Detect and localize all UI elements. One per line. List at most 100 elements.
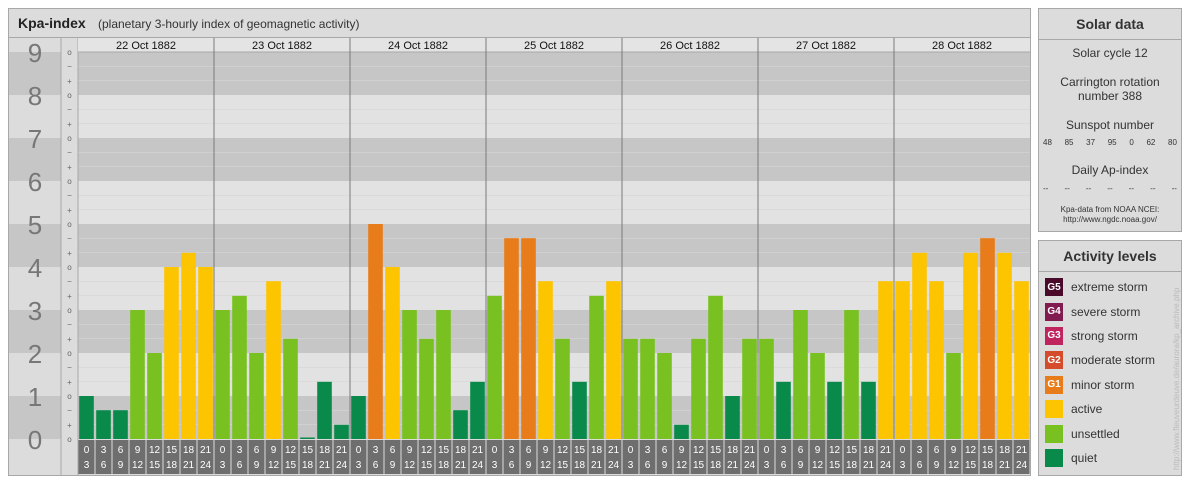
kp-bar: [793, 310, 808, 439]
kp-bar: [79, 396, 94, 439]
kp-bar: [810, 353, 825, 439]
interval-cell: [367, 440, 384, 474]
interval-start-label: 0: [900, 445, 906, 456]
kp-bar: [742, 338, 757, 439]
sub-tick-label: +: [67, 77, 72, 86]
level-label: unsettled: [1071, 426, 1120, 441]
interval-cell: [792, 440, 809, 474]
interval-cell: [231, 440, 248, 474]
kp-band: [78, 95, 1030, 138]
interval-start-label: 9: [543, 445, 549, 456]
day-label: 26 Oct 1882: [660, 40, 720, 52]
interval-cell: [996, 440, 1013, 474]
y-axis-band: [9, 181, 61, 224]
interval-cell: [197, 440, 214, 474]
level-item: unsettled: [1045, 421, 1179, 445]
level-label: active: [1071, 402, 1103, 417]
interval-cell: [571, 440, 588, 474]
interval-cell: [639, 440, 656, 474]
y-tick-label: 2: [28, 339, 42, 369]
interval-start-label: 12: [829, 445, 841, 456]
interval-start-label: 21: [744, 445, 756, 456]
level-item: G5 extreme storm: [1045, 275, 1179, 299]
interval-cell: [299, 440, 316, 474]
interval-start-label: 0: [356, 445, 362, 456]
interval-end-label: 12: [404, 460, 416, 471]
interval-end-label: 15: [285, 460, 297, 471]
interval-cell: [741, 440, 758, 474]
kp-bar: [606, 281, 621, 439]
interval-start-label: 6: [254, 445, 260, 456]
level-swatch: [1045, 400, 1063, 419]
interval-cell: [605, 440, 622, 474]
kp-bar: [113, 410, 128, 439]
interval-start-label: 6: [118, 445, 124, 456]
interval-cell: [894, 440, 911, 474]
interval-start-label: 18: [999, 445, 1011, 456]
sunspot-value: 0: [1129, 138, 1134, 147]
kp-bar: [470, 381, 485, 439]
sub-tick-label: o: [67, 134, 72, 143]
interval-cell: [129, 440, 146, 474]
ap-value: --: [1171, 184, 1177, 193]
interval-start-label: 15: [982, 445, 994, 456]
kp-bar: [946, 353, 961, 439]
level-label: quiet: [1071, 450, 1098, 465]
y-axis-band: [9, 353, 61, 396]
kp-bar: [1014, 281, 1029, 439]
interval-end-label: 24: [608, 460, 620, 471]
interval-start-label: 15: [438, 445, 450, 456]
interval-start-label: 9: [951, 445, 957, 456]
interval-start-label: 9: [815, 445, 821, 456]
kp-bar: [674, 424, 689, 439]
kpa-panel: Kpa-index (planetary 3-hourly index of g…: [8, 8, 1031, 476]
interval-cell: [775, 440, 792, 474]
sub-tick-label: o: [67, 435, 72, 444]
level-item: G1 minor storm: [1045, 373, 1179, 397]
interval-end-label: 12: [132, 460, 144, 471]
interval-start-label: 9: [135, 445, 141, 456]
interval-end-label: 21: [863, 460, 875, 471]
credit-url: http://www.ngdc.noaa.gov/: [1063, 215, 1157, 224]
interval-cell: [78, 440, 95, 474]
kp-bar: [96, 410, 111, 439]
level-label: moderate storm: [1071, 353, 1156, 368]
kp-bar: [147, 353, 162, 439]
interval-end-label: 6: [781, 460, 787, 471]
level-swatch: G3: [1045, 326, 1063, 345]
day-label: 24 Oct 1882: [388, 40, 448, 52]
sub-tick-label: −: [67, 406, 72, 415]
y-tick-label: 0: [28, 425, 42, 455]
interval-end-label: 18: [302, 460, 314, 471]
sub-tick-label: o: [67, 263, 72, 272]
y-axis-band: [9, 52, 61, 95]
kp-bar: [759, 338, 774, 439]
kp-bar: [657, 353, 672, 439]
interval-end-label: 9: [390, 460, 396, 471]
credit-source: Kpa-data from NOAA NCEI:: [1060, 205, 1160, 214]
interval-start-label: 9: [679, 445, 685, 456]
y-tick-label: 4: [28, 253, 42, 283]
interval-end-label: 18: [574, 460, 586, 471]
sunspot-value: 80: [1168, 138, 1177, 147]
level-item: active: [1045, 397, 1179, 421]
interval-start-label: 0: [220, 445, 226, 456]
interval-start-label: 9: [271, 445, 277, 456]
interval-start-label: 21: [200, 445, 212, 456]
interval-start-label: 12: [421, 445, 433, 456]
solar-data-panel: Solar data Solar cycle 12 Carrington rot…: [1038, 8, 1182, 232]
interval-start-label: 6: [934, 445, 940, 456]
level-label: extreme storm: [1071, 280, 1148, 295]
kp-band: [78, 52, 1030, 95]
day-label: 23 Oct 1882: [252, 40, 312, 52]
interval-cell: [265, 440, 282, 474]
interval-cell: [418, 440, 435, 474]
sub-tick-label: o: [67, 349, 72, 358]
interval-start-label: 12: [149, 445, 161, 456]
level-swatch: G2: [1045, 351, 1063, 370]
interval-cell: [469, 440, 486, 474]
interval-end-label: 12: [268, 460, 280, 471]
level-item: G3 strong storm: [1045, 324, 1179, 348]
day-label: 27 Oct 1882: [796, 40, 856, 52]
interval-cell: [945, 440, 962, 474]
